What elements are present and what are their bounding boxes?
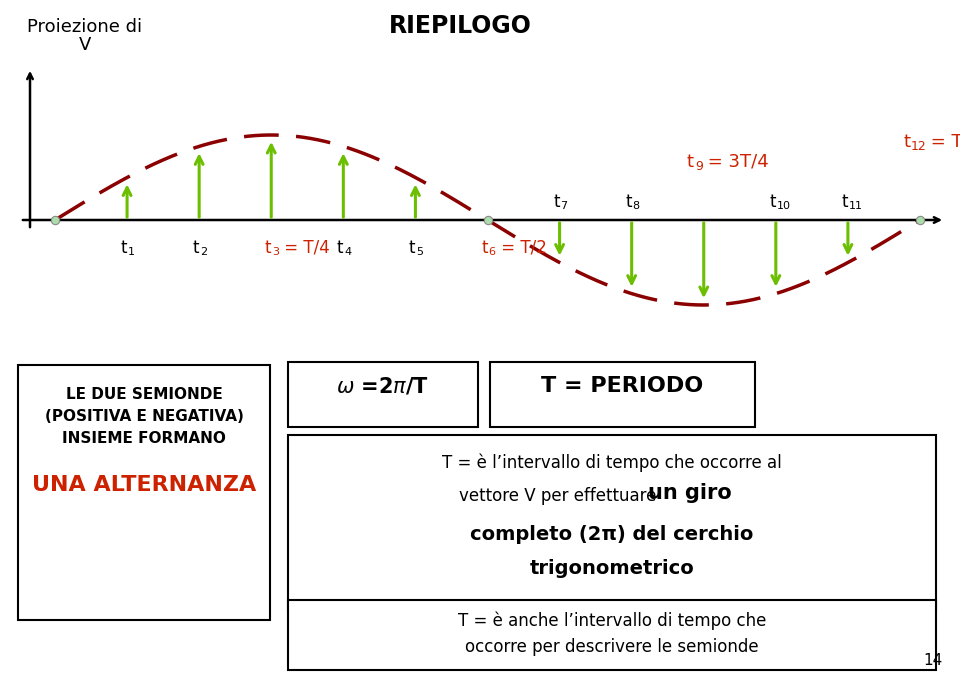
Text: t: t [841, 193, 848, 211]
Text: 4: 4 [345, 247, 351, 257]
Text: 9: 9 [695, 160, 703, 173]
Text: un giro: un giro [648, 483, 732, 503]
Bar [288, 600, 936, 670]
Text: RIEPILOGO: RIEPILOGO [389, 14, 532, 38]
Text: t: t [409, 239, 416, 257]
Text: INSIEME FORMANO: INSIEME FORMANO [62, 431, 226, 446]
Text: $\omega$ =2$\pi$/T: $\omega$ =2$\pi$/T [336, 376, 429, 397]
Text: 1: 1 [128, 247, 135, 257]
Text: 6: 6 [489, 247, 495, 257]
Text: UNA ALTERNANZA: UNA ALTERNANZA [32, 475, 256, 495]
Text: vettore V per effettuare: vettore V per effettuare [459, 487, 661, 505]
Text: LE DUE SEMIONDE: LE DUE SEMIONDE [65, 387, 223, 402]
Text: 8: 8 [633, 201, 639, 211]
Bar [490, 362, 755, 427]
Text: T = è anche l’intervallo di tempo che: T = è anche l’intervallo di tempo che [458, 612, 766, 630]
Text: (POSITIVA E NEGATIVA): (POSITIVA E NEGATIVA) [44, 409, 244, 424]
Text: 14: 14 [924, 653, 943, 668]
Text: 2: 2 [201, 247, 207, 257]
Text: 5: 5 [417, 247, 423, 257]
Text: t: t [903, 133, 910, 151]
Text: 12: 12 [911, 139, 926, 152]
Text: t: t [686, 153, 694, 171]
Text: = T/4: = T/4 [279, 239, 330, 257]
Text: T = è l’intervallo di tempo che occorre al: T = è l’intervallo di tempo che occorre … [443, 453, 781, 471]
Text: Proiezione di: Proiezione di [28, 18, 143, 36]
Text: t: t [481, 239, 488, 257]
Text: V: V [79, 36, 91, 54]
Text: 3: 3 [273, 247, 279, 257]
Text: = T: = T [925, 133, 960, 151]
Bar [288, 362, 478, 427]
Text: t: t [121, 239, 127, 257]
Text: completo (2π) del cerchio: completo (2π) del cerchio [470, 525, 754, 544]
Text: 10: 10 [777, 201, 791, 211]
Text: = 3T/4: = 3T/4 [702, 153, 769, 171]
Text: T = PERIODO: T = PERIODO [541, 376, 704, 396]
Text: t: t [769, 193, 776, 211]
Text: t: t [337, 239, 344, 257]
Text: occorre per descrivere le semionde: occorre per descrivere le semionde [466, 638, 758, 656]
Text: t: t [265, 239, 272, 257]
Text: t: t [625, 193, 632, 211]
Text: trigonometrico: trigonometrico [530, 559, 694, 578]
Text: = T/2: = T/2 [495, 239, 546, 257]
Bar [288, 435, 936, 610]
Text: t: t [553, 193, 560, 211]
Text: 7: 7 [561, 201, 567, 211]
Bar [18, 365, 270, 620]
Text: 11: 11 [849, 201, 863, 211]
Text: t: t [193, 239, 199, 257]
